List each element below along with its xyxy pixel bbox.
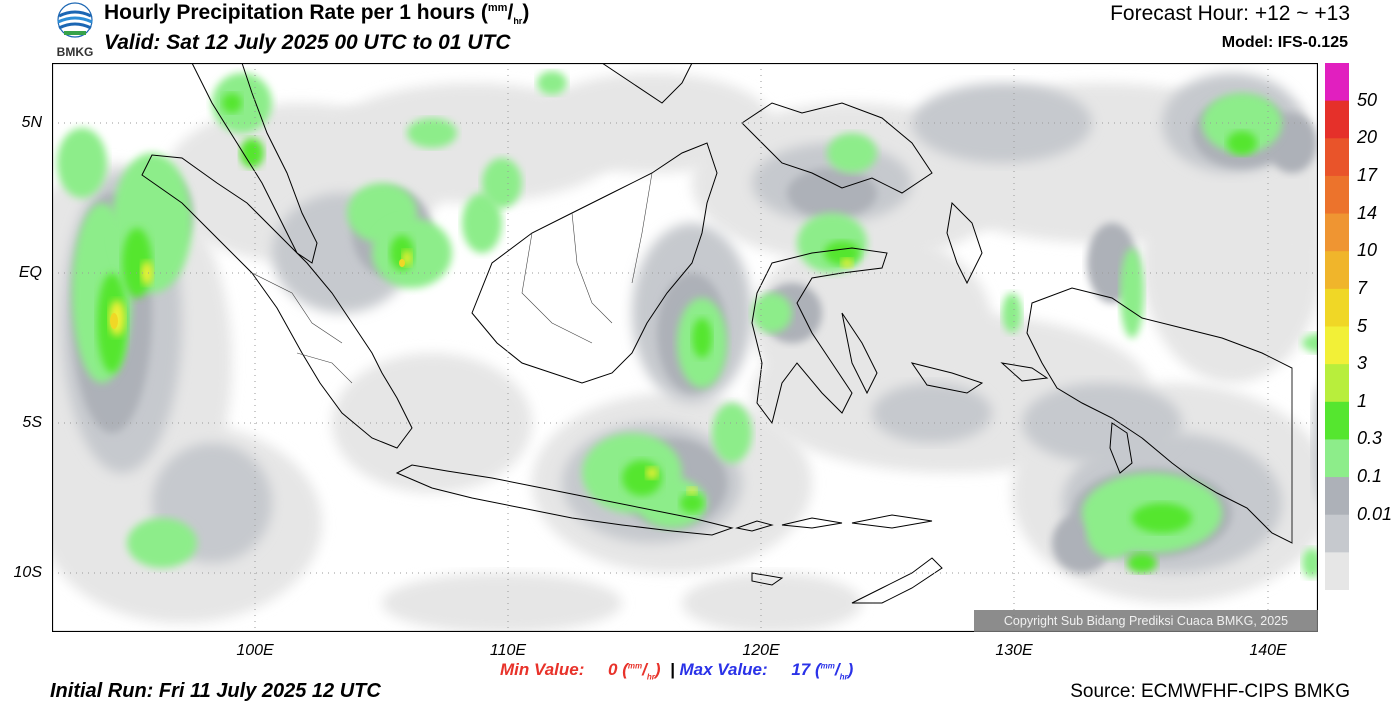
graticule <box>52 63 1318 632</box>
precip-area <box>622 460 662 496</box>
coastlines <box>141 63 1293 604</box>
lon-label-110e: 110E <box>489 642 527 659</box>
colorbar-label: 50 <box>1357 89 1378 110</box>
colorbar-swatch <box>1325 175 1349 215</box>
colorbar <box>1325 63 1349 590</box>
initial-run: Initial Run: Fri 11 July 2025 12 UTC <box>50 680 381 702</box>
boundaries <box>251 172 1293 543</box>
precip-area <box>1002 293 1022 333</box>
precip-area <box>1302 333 1318 353</box>
lat-label-10s: 10S <box>13 564 42 581</box>
precip-area <box>787 168 877 218</box>
precip-area <box>1120 248 1144 338</box>
precip-area <box>797 213 867 273</box>
precip-area <box>682 573 862 632</box>
colorbar-swatch <box>1325 138 1349 177</box>
max-label: Max Value: <box>679 660 768 679</box>
colorbar-label: 5 <box>1357 315 1368 336</box>
valid-time: Valid: Sat 12 July 2025 00 UTC to 01 UTC <box>104 31 511 54</box>
data-source: Source: ECMWFHF-CIPS BMKG <box>1070 681 1350 702</box>
precip-area <box>482 158 522 208</box>
precip-area <box>399 259 405 267</box>
copyright-notice: Copyright Sub Bidang Prediksi Cuaca BMKG… <box>974 610 1318 632</box>
colorbar-swatch <box>1325 477 1349 516</box>
min-value: 0 <box>608 660 618 679</box>
colorbar-swatch <box>1325 326 1349 365</box>
colorbar-label: 1 <box>1357 390 1368 411</box>
colorbar-label: 10 <box>1357 240 1378 261</box>
colorbar-label: 0.01 <box>1357 503 1393 524</box>
colorbar-label: 17 <box>1357 164 1378 185</box>
chart-title: Hourly Precipitation Rate per 1 hours (m… <box>104 1 530 27</box>
precip-area <box>222 93 242 113</box>
colorbar-swatch <box>1325 213 1349 252</box>
bmkg-logo: BMKG <box>57 2 94 59</box>
precip-area <box>382 573 622 632</box>
precip-area <box>872 383 992 443</box>
precip-area <box>537 71 567 95</box>
precip-area <box>1202 93 1282 153</box>
colorbar-swatch <box>1325 288 1349 327</box>
precip-area <box>912 83 1092 163</box>
precip-area <box>407 118 457 148</box>
precip-area <box>1127 553 1157 573</box>
colorbar-label: 3 <box>1357 353 1368 374</box>
forecast-hour: Forecast Hour: +12 ~ +13 <box>1110 2 1350 25</box>
precip-area <box>824 241 860 265</box>
precip-area <box>127 518 197 568</box>
colorbar-swatch <box>1325 251 1349 290</box>
lat-label-5s: 5S <box>22 414 42 431</box>
colorbar-label: 7 <box>1357 277 1368 298</box>
colorbar-label: 14 <box>1357 202 1378 223</box>
lon-label-100e: 100E <box>236 642 274 659</box>
separator: | <box>669 660 675 679</box>
precip-area <box>110 313 118 329</box>
lat-label-5n: 5N <box>21 114 42 131</box>
lon-label-140e: 140E <box>1249 642 1287 659</box>
colorbar-swatch <box>1325 514 1349 553</box>
colorbar-label: 0.1 <box>1357 466 1383 487</box>
precip-area <box>462 193 502 253</box>
colorbar-swatch <box>1325 439 1349 478</box>
precip-area <box>141 261 153 285</box>
precip-area <box>57 128 107 198</box>
precip-area <box>646 467 658 479</box>
min-label: Min Value: <box>500 660 585 679</box>
precip-area <box>827 133 877 173</box>
colorbar-swatch <box>1325 100 1349 139</box>
logo-text: BMKG <box>57 45 94 59</box>
precip-area <box>712 403 752 463</box>
precip-area <box>680 493 704 513</box>
colorbar-label: 20 <box>1357 127 1378 148</box>
precip-area <box>1087 508 1137 558</box>
precip-area <box>692 318 712 358</box>
precip-area <box>841 258 853 268</box>
map-frame <box>52 63 1318 632</box>
precip-area <box>1227 131 1257 155</box>
precip-area <box>1302 548 1318 578</box>
lon-label-120e: 120E <box>742 642 780 659</box>
lat-label-eq: EQ <box>18 264 42 281</box>
precip-area <box>1132 503 1192 533</box>
precip-area <box>687 487 697 495</box>
lon-label-130e: 130E <box>995 642 1033 659</box>
colorbar-label: 0.3 <box>1357 428 1383 449</box>
colorbar-swatch <box>1325 63 1349 102</box>
colorbar-swatch <box>1325 401 1349 440</box>
precipitation-map <box>52 63 1318 632</box>
colorbar-swatch <box>1325 364 1349 403</box>
precip-area <box>240 138 264 168</box>
precip-area <box>332 353 532 493</box>
precip-area <box>752 293 792 333</box>
colorbar-swatch <box>1325 552 1349 590</box>
model-label: Model: IFS-0.125 <box>1221 34 1348 51</box>
min-max-values: Min Value: 0 (mm/hr) | Max Value: 17 (mm… <box>500 660 854 682</box>
max-value: 17 <box>791 660 811 679</box>
precip-area <box>1312 388 1318 498</box>
